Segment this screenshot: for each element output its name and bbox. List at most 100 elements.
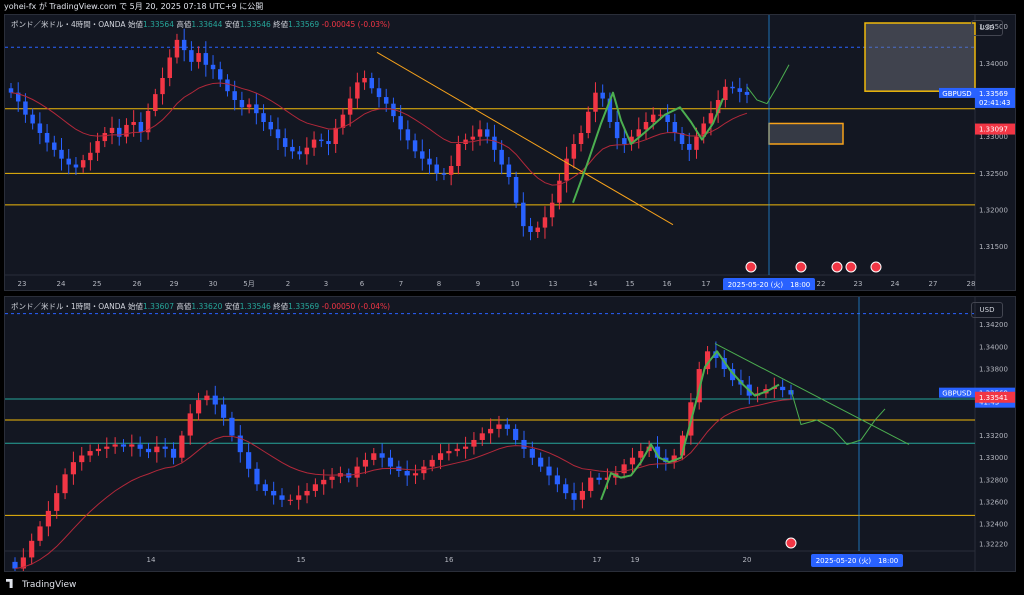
candle-body[interactable] xyxy=(145,448,152,453)
candle-body[interactable] xyxy=(643,122,649,130)
candle-body[interactable] xyxy=(29,540,35,558)
candle-body[interactable] xyxy=(261,113,266,122)
candle-body[interactable] xyxy=(112,444,118,447)
candle-body[interactable] xyxy=(420,151,425,159)
candle-body[interactable] xyxy=(506,164,512,177)
candle-body[interactable] xyxy=(237,435,243,453)
candle-body[interactable] xyxy=(404,471,410,476)
candle-body[interactable] xyxy=(448,166,454,175)
candle-body[interactable] xyxy=(296,495,302,500)
candle-body[interactable] xyxy=(246,452,252,469)
candle-body[interactable] xyxy=(138,122,144,133)
economic-event-icon[interactable] xyxy=(795,261,807,273)
candle-body[interactable] xyxy=(636,129,642,137)
candle-body[interactable] xyxy=(326,141,331,144)
candle-body[interactable] xyxy=(95,141,100,153)
candle-body[interactable] xyxy=(593,92,598,112)
candle-body[interactable] xyxy=(120,444,127,447)
candle-body[interactable] xyxy=(355,82,360,99)
candle-body[interactable] xyxy=(679,133,685,144)
candle-body[interactable] xyxy=(30,114,35,124)
candle-body[interactable] xyxy=(20,557,26,569)
candle-body[interactable] xyxy=(321,479,327,485)
candle-body[interactable] xyxy=(347,98,353,115)
candle-body[interactable] xyxy=(412,140,418,152)
candle-body[interactable] xyxy=(529,448,535,458)
candle-body[interactable] xyxy=(446,451,452,454)
candle-body[interactable] xyxy=(708,113,714,124)
candle-body[interactable] xyxy=(383,97,389,104)
candle-body[interactable] xyxy=(271,490,277,496)
candle-body[interactable] xyxy=(730,369,736,381)
candle-body[interactable] xyxy=(371,453,377,460)
candle-body[interactable] xyxy=(434,164,439,174)
currency-button[interactable]: USD xyxy=(971,20,1003,36)
economic-event-icon[interactable] xyxy=(785,537,797,549)
candle-body[interactable] xyxy=(521,439,527,449)
candle-body[interactable] xyxy=(239,100,245,108)
candle-body[interactable] xyxy=(571,144,577,159)
candle-body[interactable] xyxy=(379,453,385,458)
candle-body[interactable] xyxy=(579,490,585,500)
candle-body[interactable] xyxy=(23,101,28,115)
candle-body[interactable] xyxy=(600,92,605,99)
candle-body[interactable] xyxy=(297,151,302,155)
candle-body[interactable] xyxy=(456,144,461,166)
candle-body[interactable] xyxy=(362,78,367,83)
candle-body[interactable] xyxy=(538,457,544,467)
candle-body[interactable] xyxy=(563,484,569,494)
candle-body[interactable] xyxy=(701,123,706,137)
candle-body[interactable] xyxy=(470,136,476,140)
candle-body[interactable] xyxy=(145,111,151,133)
candle-body[interactable] xyxy=(549,202,555,218)
candle-body[interactable] xyxy=(586,111,591,133)
candle-body[interactable] xyxy=(462,446,469,449)
candle-body[interactable] xyxy=(564,158,569,181)
candle-body[interactable] xyxy=(254,468,260,485)
trend-line[interactable] xyxy=(714,343,910,445)
candle-body[interactable] xyxy=(131,122,136,125)
candle-body[interactable] xyxy=(721,357,727,370)
chart-1h-canvas[interactable]: 1.34200 1.34000 1.33800 1.33200 1.33000 1.328… xyxy=(5,297,1016,572)
candle-body[interactable] xyxy=(88,152,93,161)
candle-body[interactable] xyxy=(79,455,85,463)
target-range-box[interactable] xyxy=(864,22,976,92)
candle-body[interactable] xyxy=(196,53,201,62)
candle-body[interactable] xyxy=(376,88,382,98)
candle-body[interactable] xyxy=(12,561,18,569)
candle-body[interactable] xyxy=(412,473,419,476)
candle-body[interactable] xyxy=(162,446,168,449)
candle-body[interactable] xyxy=(658,114,663,116)
candle-body[interactable] xyxy=(167,57,172,78)
candle-body[interactable] xyxy=(246,104,252,108)
candle-body[interactable] xyxy=(622,138,627,144)
candle-body[interactable] xyxy=(210,64,216,70)
candle-body[interactable] xyxy=(638,451,644,458)
candle-body[interactable] xyxy=(304,147,310,155)
candle-body[interactable] xyxy=(8,88,14,93)
candle-body[interactable] xyxy=(607,98,613,122)
candle-body[interactable] xyxy=(454,448,460,452)
support-range-box[interactable] xyxy=(768,122,844,145)
candle-body[interactable] xyxy=(571,493,577,500)
candle-body[interactable] xyxy=(170,448,177,458)
candle-body[interactable] xyxy=(387,457,394,467)
candle-body[interactable] xyxy=(37,526,43,541)
candle-body[interactable] xyxy=(650,114,656,122)
candle-body[interactable] xyxy=(687,144,692,150)
economic-event-icon[interactable] xyxy=(745,261,757,273)
candle-body[interactable] xyxy=(441,173,447,175)
candle-body[interactable] xyxy=(340,114,346,128)
forecast-path[interactable] xyxy=(790,389,886,445)
candle-body[interactable] xyxy=(282,138,288,147)
candle-body[interactable] xyxy=(704,351,711,370)
candle-body[interactable] xyxy=(189,50,194,62)
candle-body[interactable] xyxy=(319,139,324,142)
candle-body[interactable] xyxy=(437,453,444,460)
candle-body[interactable] xyxy=(499,149,504,165)
chart-4h-canvas[interactable]: 1.34500 1.34000 1.33000 1.32500 1.32000 1.315… xyxy=(5,15,1016,291)
candle-body[interactable] xyxy=(15,92,21,102)
candle-body[interactable] xyxy=(672,122,678,133)
candle-body[interactable] xyxy=(275,129,281,139)
candle-body[interactable] xyxy=(730,86,735,89)
